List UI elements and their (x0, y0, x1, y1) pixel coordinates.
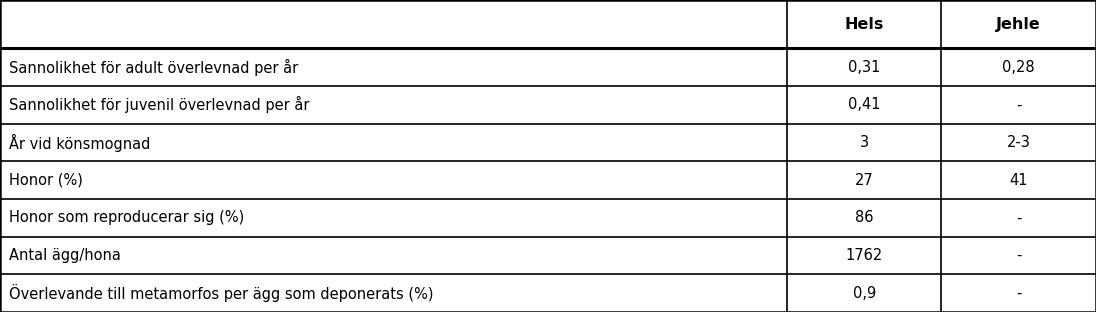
Text: 3: 3 (859, 135, 869, 150)
Text: År vid könsmognad: År vid könsmognad (9, 134, 150, 152)
Text: Honor som reproducerar sig (%): Honor som reproducerar sig (%) (9, 210, 244, 225)
Text: 86: 86 (855, 210, 874, 225)
Text: 0,9: 0,9 (853, 286, 876, 301)
Text: 0,31: 0,31 (848, 60, 880, 75)
Text: Sannolikhet för juvenil överlevnad per år: Sannolikhet för juvenil överlevnad per å… (9, 96, 309, 113)
Text: -: - (1016, 286, 1021, 301)
Text: Sannolikhet för adult överlevnad per år: Sannolikhet för adult överlevnad per år (9, 59, 298, 76)
Text: -: - (1016, 248, 1021, 263)
Text: Honor (%): Honor (%) (9, 173, 82, 188)
Text: 27: 27 (855, 173, 874, 188)
Text: Antal ägg/hona: Antal ägg/hona (9, 248, 121, 263)
Text: 41: 41 (1009, 173, 1028, 188)
Text: 0,41: 0,41 (848, 97, 880, 112)
Text: 2-3: 2-3 (1007, 135, 1030, 150)
Text: 1762: 1762 (846, 248, 882, 263)
Text: -: - (1016, 97, 1021, 112)
Text: -: - (1016, 210, 1021, 225)
Text: 0,28: 0,28 (1003, 60, 1035, 75)
Text: Överlevande till metamorfos per ägg som deponerats (%): Överlevande till metamorfos per ägg som … (9, 284, 433, 302)
Text: Jehle: Jehle (996, 17, 1041, 32)
Text: Hels: Hels (845, 17, 883, 32)
